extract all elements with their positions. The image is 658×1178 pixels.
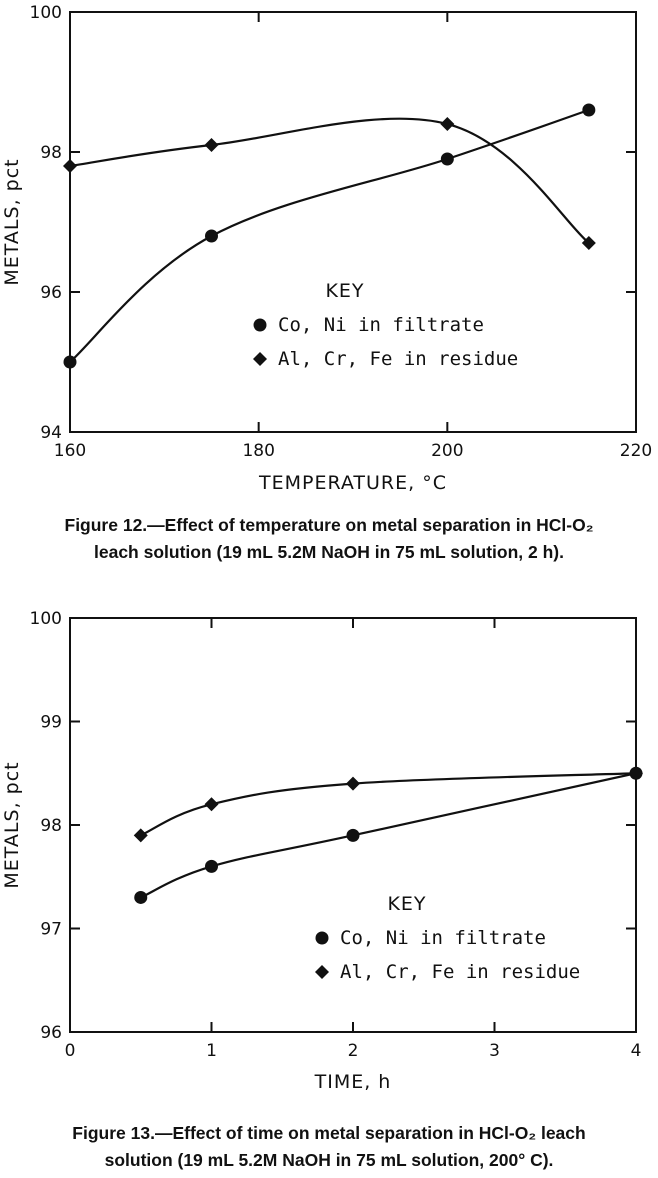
x-axis-title: TIME, h bbox=[314, 1071, 392, 1093]
x-tick-label: 160 bbox=[54, 441, 86, 461]
data-point-diamond bbox=[204, 138, 219, 152]
legend-label: Co, Ni in filtrate bbox=[278, 314, 484, 336]
x-axis-title: TEMPERATURE, °C bbox=[258, 472, 447, 494]
caption-line: Figure 12.—Effect of temperature on meta… bbox=[64, 515, 594, 535]
data-point-circle bbox=[205, 229, 218, 243]
x-tick-label: 180 bbox=[242, 441, 274, 461]
figure-12-caption: Figure 12.—Effect of temperature on meta… bbox=[0, 512, 658, 566]
y-tick-label: 97 bbox=[40, 920, 62, 940]
plot-frame bbox=[69, 11, 637, 433]
data-point-diamond bbox=[204, 797, 219, 812]
data-point-diamond bbox=[346, 776, 360, 791]
caption-line: Figure 13.—Effect of time on metal separ… bbox=[72, 1123, 586, 1143]
y-axis-title: METALS, pct bbox=[1, 158, 23, 285]
legend-marker-circle bbox=[315, 931, 329, 945]
data-point-circle bbox=[134, 890, 148, 904]
data-point-diamond bbox=[581, 236, 596, 250]
figure-12: 160 180 200 220 94 96 98 100 TEMPERATURE, °C META… bbox=[0, 3, 658, 566]
legend-label: Al, Cr, Fe in residue bbox=[278, 348, 518, 370]
y-tick-label: 98 bbox=[40, 816, 62, 836]
x-tick-label: 4 bbox=[631, 1041, 642, 1061]
y-tick-label: 99 bbox=[40, 713, 62, 733]
data-point-circle bbox=[440, 152, 454, 166]
y-axis-title: METALS, pct bbox=[1, 761, 23, 888]
caption-line: leach solution (19 mL 5.2M NaOH in 75 mL… bbox=[94, 542, 564, 562]
x-tick-label: 2 bbox=[348, 1041, 359, 1061]
chart-temperature: 160 180 200 220 94 96 98 100 TEMPERATURE, °C META… bbox=[1, 3, 652, 494]
data-point-diamond bbox=[133, 828, 148, 843]
data-point-circle bbox=[582, 103, 596, 117]
legend-title: KEY bbox=[325, 280, 364, 302]
y-tick-label: 94 bbox=[40, 423, 62, 443]
x-tick-label: 0 bbox=[65, 1041, 76, 1061]
y-tick-label: 100 bbox=[30, 609, 62, 629]
data-point-circle bbox=[63, 355, 77, 369]
data-point-circle bbox=[205, 859, 218, 873]
x-tick-label: 3 bbox=[489, 1041, 500, 1061]
figure-13-caption: Figure 13.—Effect of time on metal separ… bbox=[0, 1120, 658, 1174]
series-line bbox=[69, 117, 590, 244]
x-tick-label: 200 bbox=[431, 441, 463, 461]
legend-label: Co, Ni in filtrate bbox=[340, 927, 546, 949]
data-point-diamond bbox=[440, 117, 455, 131]
series-line bbox=[69, 108, 590, 363]
legend-marker-diamond bbox=[253, 352, 267, 366]
legend-marker-circle bbox=[253, 318, 267, 332]
y-tick-label: 96 bbox=[40, 1023, 62, 1043]
figure-13: 0 1 2 3 4 96 97 98 99 100 TIME, h METALS, pct KEY Co,… bbox=[0, 590, 658, 1178]
caption-line: solution (19 mL 5.2M NaOH in 75 mL solut… bbox=[104, 1150, 554, 1170]
y-tick-label: 100 bbox=[30, 3, 62, 23]
data-point-circle bbox=[346, 828, 360, 842]
data-point-diamond bbox=[63, 159, 77, 173]
y-tick-label: 96 bbox=[40, 283, 62, 303]
data-point-diamond bbox=[629, 766, 643, 781]
legend-title: KEY bbox=[387, 893, 426, 915]
legend-marker-diamond bbox=[315, 965, 329, 979]
x-tick-label: 220 bbox=[620, 441, 652, 461]
legend-label: Al, Cr, Fe in residue bbox=[340, 961, 580, 983]
x-tick-label: 1 bbox=[206, 1041, 217, 1061]
series-line bbox=[140, 772, 637, 837]
chart-time: 0 1 2 3 4 96 97 98 99 100 TIME, h METALS, pct KEY Co,… bbox=[1, 609, 643, 1093]
y-tick-label: 98 bbox=[40, 143, 62, 163]
series-line bbox=[140, 772, 637, 899]
